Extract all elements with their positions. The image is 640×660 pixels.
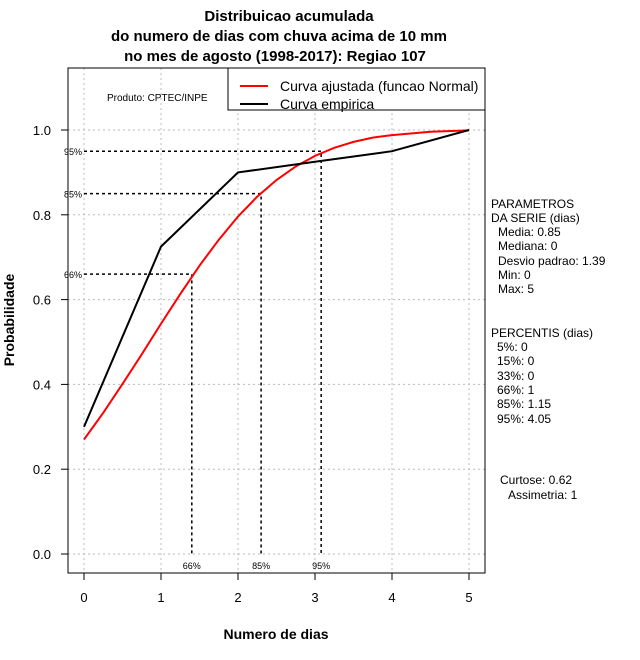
credit-text: Produto: CPTEC/INPE <box>107 93 208 104</box>
percentile-label-bottom: 95% <box>312 561 330 571</box>
param-desvio: Desvio padrao: 1.39 <box>498 254 606 268</box>
params-title-2: DA SERIE (dias) <box>491 211 580 225</box>
y-tick-label: 0.4 <box>33 377 51 392</box>
percentile-guide-85% <box>84 192 262 554</box>
grid <box>68 68 485 573</box>
y-tick-label: 0.8 <box>33 208 51 223</box>
chart-title-line-2: do numero de dias com chuva acima de 10 … <box>111 28 447 45</box>
side-panel: PARAMETROS DA SERIE (dias) Media: 0.85 M… <box>491 197 606 502</box>
y-tick-label: 0.2 <box>33 462 51 477</box>
percentis-title: PERCENTIS (dias) <box>491 326 593 340</box>
percentil-33: 33%: 0 <box>497 369 535 383</box>
percentil-15: 15%: 0 <box>497 354 535 368</box>
chart-title-line-3: no mes de agosto (1998-2017): Regiao 107 <box>124 48 426 65</box>
percentile-guide-95% <box>84 150 322 554</box>
series-line-0 <box>83 129 470 441</box>
x-tick-label: 4 <box>388 590 395 605</box>
legend: Curva ajustada (funcao Normal) Curva emp… <box>227 67 486 112</box>
assimetria: Assimetria: 1 <box>508 488 578 502</box>
legend-label-normal: Curva ajustada (funcao Normal) <box>280 78 478 94</box>
legend-box <box>227 67 486 111</box>
percentil-85: 85%: 1.15 <box>497 397 551 411</box>
x-tick-label: 5 <box>465 590 472 605</box>
y-axis-label: Probabilidade <box>1 274 17 367</box>
percentil-5: 5%: 0 <box>497 340 528 354</box>
percentile-label-left: 85% <box>64 190 82 200</box>
param-min: Min: 0 <box>498 268 531 282</box>
x-axis-label: Numero de dias <box>223 626 328 642</box>
axes: 0 1 2 3 4 5 0.0 0.2 0.4 0.6 0.8 1.0 <box>33 123 473 605</box>
percentil-95: 95%: 4.05 <box>497 412 551 426</box>
x-tick-label: 2 <box>234 590 241 605</box>
percentil-66: 66%: 1 <box>497 383 535 397</box>
percentile-guide-66% <box>84 273 193 554</box>
percentile-label-bottom: 85% <box>252 561 270 571</box>
legend-label-empirical: Curva empirica <box>280 96 374 112</box>
y-tick-label: 0.6 <box>33 293 51 308</box>
y-tick-label: 1.0 <box>33 123 51 138</box>
param-media: Media: 0.85 <box>498 225 561 239</box>
percentile-label-bottom: 66% <box>183 561 201 571</box>
x-tick-label: 1 <box>157 590 164 605</box>
percentile-label-left: 95% <box>64 147 82 157</box>
plot-marks: 66% 66% 85% 85% 95% 95% <box>64 129 470 571</box>
chart-title-line-1: Distribuicao acumulada <box>204 8 374 25</box>
params-title-1: PARAMETROS <box>491 197 574 211</box>
x-tick-label: 0 <box>80 590 87 605</box>
curtose: Curtose: 0.62 <box>500 473 572 487</box>
y-tick-label: 0.0 <box>33 547 51 562</box>
x-tick-label: 3 <box>311 590 318 605</box>
param-max: Max: 5 <box>498 282 534 296</box>
series-line-1 <box>83 129 470 428</box>
param-mediana: Mediana: 0 <box>498 239 558 253</box>
percentile-label-left: 66% <box>64 270 82 280</box>
